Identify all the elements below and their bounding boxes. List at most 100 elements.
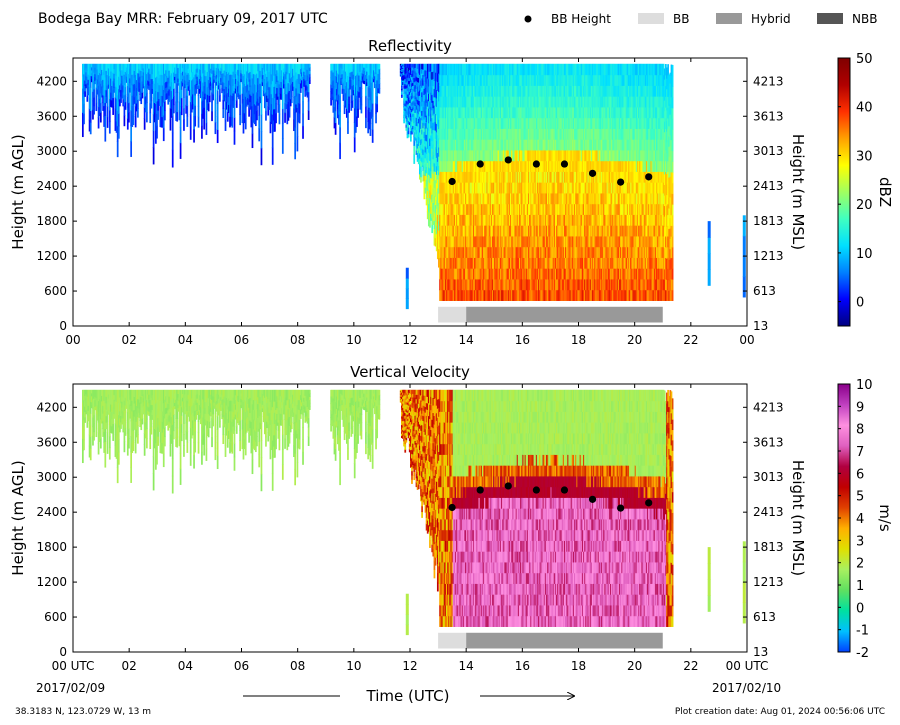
heatmap-cell — [166, 63, 168, 71]
heatmap-cell — [577, 160, 580, 172]
heatmap-cell — [574, 235, 576, 248]
heatmap-cell — [527, 63, 530, 76]
heatmap-cell — [418, 131, 421, 138]
heatmap-cell — [179, 111, 182, 128]
heatmap-cell — [527, 182, 530, 194]
heatmap-cell — [478, 214, 481, 226]
heatmap-cell — [507, 257, 510, 269]
heatmap-cell — [565, 96, 567, 108]
heatmap-cell — [530, 203, 532, 215]
heatmap-cell — [452, 246, 455, 258]
heatmap-cell — [438, 165, 440, 176]
heatmap-cell — [450, 128, 453, 140]
heatmap-cell — [283, 79, 285, 85]
heatmap-cell — [222, 72, 225, 83]
heatmap-cell — [102, 94, 104, 104]
heatmap-cell — [512, 268, 514, 280]
heatmap-cell — [372, 66, 375, 71]
heatmap-cell — [235, 63, 238, 72]
heatmap-cell — [420, 128, 422, 135]
heatmap-cell — [414, 77, 417, 82]
heatmap-cell — [330, 91, 332, 99]
heatmap-cell — [240, 69, 243, 74]
heatmap-cell — [576, 289, 578, 301]
heatmap-cell — [469, 74, 472, 86]
heatmap-cell — [116, 125, 119, 142]
heatmap-cell — [286, 113, 289, 125]
heatmap-cell — [544, 192, 547, 205]
heatmap-cell — [465, 214, 467, 226]
heatmap-cell — [361, 72, 364, 77]
heatmap-cell — [443, 289, 446, 301]
heatmap-cell — [424, 63, 427, 71]
heatmap-cell — [440, 289, 443, 301]
heatmap-cell — [576, 160, 578, 172]
heatmap-cell — [431, 224, 434, 234]
heatmap-cell — [507, 171, 510, 183]
heatmap-cell — [509, 139, 512, 151]
heatmap-cell — [128, 83, 130, 94]
heatmap-cell — [201, 100, 203, 114]
heatmap-cell — [489, 203, 492, 215]
heatmap-cell — [439, 117, 441, 129]
heatmap-cell — [350, 102, 353, 111]
heatmap-cell — [565, 117, 567, 129]
heatmap-cell — [526, 246, 529, 258]
heatmap-cell — [453, 117, 456, 129]
heatmap-cell — [571, 278, 574, 291]
heatmap-cell — [484, 74, 486, 86]
heatmap-cell — [376, 71, 379, 81]
heatmap-cell — [548, 192, 550, 205]
heatmap-cell — [406, 114, 409, 119]
heatmap-cell — [550, 106, 553, 119]
heatmap-cell — [498, 214, 501, 226]
heatmap-cell — [507, 182, 510, 194]
heatmap-cell — [485, 139, 487, 151]
heatmap-cell — [445, 128, 448, 140]
heatmap-cell — [480, 149, 483, 162]
heatmap-cell — [548, 63, 550, 76]
heatmap-cell — [513, 96, 516, 108]
heatmap-cell — [142, 71, 145, 77]
heatmap-cell — [427, 196, 430, 205]
heatmap-cell — [238, 81, 240, 88]
heatmap-cell — [496, 74, 499, 86]
heatmap-cell — [480, 85, 483, 97]
heatmap-cell — [417, 122, 420, 128]
heatmap-cell — [335, 76, 338, 83]
heatmap-cell — [558, 257, 561, 269]
heatmap-cell — [497, 171, 500, 183]
heatmap-cell — [357, 72, 359, 83]
heatmap-cell — [574, 96, 576, 108]
heatmap-cell — [295, 95, 298, 105]
heatmap-cell — [212, 63, 215, 71]
heatmap-cell — [492, 182, 494, 194]
heatmap-cell — [486, 203, 489, 215]
heatmap-cell — [439, 235, 441, 248]
heatmap-cell — [512, 257, 514, 269]
heatmap-cell — [495, 85, 498, 97]
heatmap-cell — [531, 235, 534, 248]
heatmap-cell — [542, 63, 545, 76]
heatmap-cell — [574, 246, 576, 258]
heatmap-cell — [88, 63, 91, 76]
heatmap-cell — [377, 73, 380, 79]
heatmap-cell — [294, 111, 297, 128]
heatmap-cell — [496, 214, 499, 226]
heatmap-cell — [575, 139, 577, 151]
heatmap-cell — [551, 246, 554, 258]
heatmap-cell — [334, 75, 337, 88]
heatmap-cell — [451, 139, 454, 151]
heatmap-cell — [572, 74, 575, 86]
heatmap-cell — [542, 117, 545, 129]
heatmap-cell — [407, 77, 410, 82]
heatmap-cell — [511, 225, 513, 237]
heatmap-cell — [495, 246, 498, 258]
heatmap-cell — [451, 85, 454, 97]
heatmap-cell — [452, 106, 455, 119]
heatmap-cell — [410, 133, 412, 139]
heatmap-cell — [515, 257, 518, 269]
heatmap-cell — [237, 74, 239, 81]
heatmap-cell — [415, 129, 418, 135]
